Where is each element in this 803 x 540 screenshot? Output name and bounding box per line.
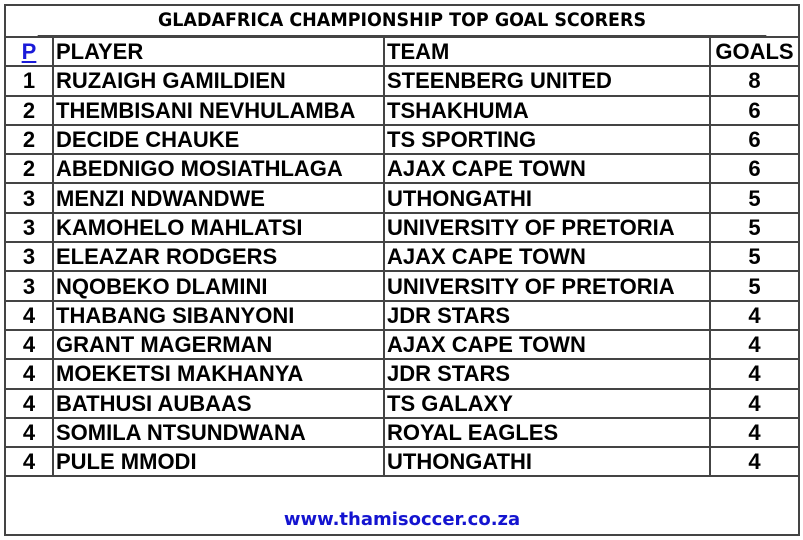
table-row: 1 RUZAIGH GAMILDIEN STEENBERG UNITED 8 bbox=[6, 65, 798, 97]
player-cell: GRANT MAGERMAN bbox=[52, 328, 385, 361]
team-cell: UTHONGATHI bbox=[383, 446, 711, 478]
goals-cell: 6 bbox=[709, 94, 798, 126]
header-row: P PLAYER TEAM GOALS bbox=[6, 35, 798, 68]
goals-cell: 5 bbox=[709, 182, 798, 214]
position-cell: 3 bbox=[6, 270, 54, 302]
header-position[interactable]: P bbox=[6, 35, 54, 68]
player-cell: RUZAIGH GAMILDIEN bbox=[52, 65, 385, 97]
team-cell: AJAX CAPE TOWN bbox=[383, 241, 711, 273]
team-cell: JDR STARS bbox=[383, 299, 711, 331]
table-row: 2 ABEDNIGO MOSIATHLAGA AJAX CAPE TOWN 6 bbox=[6, 153, 798, 185]
position-cell: 2 bbox=[6, 94, 54, 126]
position-cell: 4 bbox=[6, 299, 54, 331]
table-row: 4 GRANT MAGERMAN AJAX CAPE TOWN 4 bbox=[6, 328, 798, 361]
position-cell: 2 bbox=[6, 153, 54, 185]
table-row: 3 NQOBEKO DLAMINI UNIVERSITY OF PRETORIA 5 bbox=[6, 270, 798, 302]
team-cell: UTHONGATHI bbox=[383, 182, 711, 214]
goals-cell: 5 bbox=[709, 270, 798, 302]
goals-cell: 5 bbox=[709, 211, 798, 244]
player-cell: PULE MMODI bbox=[52, 446, 385, 478]
table-row: 4 SOMILA NTSUNDWANA ROYAL EAGLES 4 bbox=[6, 416, 798, 449]
team-cell: TS SPORTING bbox=[383, 123, 711, 156]
team-cell: STEENBERG UNITED bbox=[383, 65, 711, 97]
player-cell: KAMOHELO MAHLATSI bbox=[52, 211, 385, 244]
player-cell: THABANG SIBANYONI bbox=[52, 299, 385, 331]
scorers-table: P PLAYER TEAM GOALS 1 RUZAIGH GAMILDIEN ST… bbox=[6, 35, 798, 478]
position-cell: 4 bbox=[6, 328, 54, 361]
goals-cell: 8 bbox=[709, 65, 798, 97]
team-cell: AJAX CAPE TOWN bbox=[383, 328, 711, 361]
team-cell: AJAX CAPE TOWN bbox=[383, 153, 711, 185]
header-player: PLAYER bbox=[52, 35, 385, 68]
position-cell: 2 bbox=[6, 123, 54, 156]
team-cell: UNIVERSITY OF PRETORIA bbox=[383, 270, 711, 302]
team-cell: UNIVERSITY OF PRETORIA bbox=[383, 211, 711, 244]
table-row: 3 MENZI NDWANDWE UTHONGATHI 5 bbox=[6, 182, 798, 214]
player-cell: MENZI NDWANDWE bbox=[52, 182, 385, 214]
goals-cell: 4 bbox=[709, 416, 798, 449]
goals-cell: 4 bbox=[709, 358, 798, 390]
goals-cell: 4 bbox=[709, 299, 798, 331]
table-row: 4 BATHUSI AUBAAS TS GALAXY 4 bbox=[6, 387, 798, 419]
player-cell: MOEKETSI MAKHANYA bbox=[52, 358, 385, 390]
position-cell: 4 bbox=[6, 358, 54, 390]
player-cell: ELEAZAR RODGERS bbox=[52, 241, 385, 273]
position-cell: 4 bbox=[6, 446, 54, 478]
scorers-table-frame: GLADAFRICA CHAMPIONSHIP TOP GOAL SCORERS… bbox=[4, 4, 800, 536]
table-row: 3 KAMOHELO MAHLATSI UNIVERSITY OF PRETORIA… bbox=[6, 211, 798, 244]
player-cell: NQOBEKO DLAMINI bbox=[52, 270, 385, 302]
team-cell: JDR STARS bbox=[383, 358, 711, 390]
team-cell: TSHAKHUMA bbox=[383, 94, 711, 126]
table-title: GLADAFRICA CHAMPIONSHIP TOP GOAL SCORERS bbox=[37, 6, 767, 37]
goals-cell: 4 bbox=[709, 328, 798, 361]
player-cell: SOMILA NTSUNDWANA bbox=[52, 416, 385, 449]
player-cell: THEMBISANI NEVHULAMBA bbox=[52, 94, 385, 126]
position-cell: 4 bbox=[6, 387, 54, 419]
goals-cell: 6 bbox=[709, 123, 798, 156]
position-cell: 1 bbox=[6, 65, 54, 97]
table-row: 4 MOEKETSI MAKHANYA JDR STARS 4 bbox=[6, 358, 798, 390]
position-cell: 3 bbox=[6, 211, 54, 244]
team-cell: TS GALAXY bbox=[383, 387, 711, 419]
table-row: 4 THABANG SIBANYONI JDR STARS 4 bbox=[6, 299, 798, 331]
position-cell: 4 bbox=[6, 416, 54, 449]
goals-cell: 5 bbox=[709, 241, 798, 273]
table-row: 2 THEMBISANI NEVHULAMBA TSHAKHUMA 6 bbox=[6, 94, 798, 126]
team-cell: ROYAL EAGLES bbox=[383, 416, 711, 449]
player-cell: ABEDNIGO MOSIATHLAGA bbox=[52, 153, 385, 185]
table-row: 4 PULE MMODI UTHONGATHI 4 bbox=[6, 446, 798, 478]
position-sort-link[interactable]: P bbox=[21, 39, 37, 65]
table-row: 3 ELEAZAR RODGERS AJAX CAPE TOWN 5 bbox=[6, 241, 798, 273]
goals-cell: 4 bbox=[709, 387, 798, 419]
position-cell: 3 bbox=[6, 241, 54, 273]
position-cell: 3 bbox=[6, 182, 54, 214]
goals-cell: 4 bbox=[709, 446, 798, 478]
player-cell: DECIDE CHAUKE bbox=[52, 123, 385, 156]
goals-cell: 6 bbox=[709, 153, 798, 185]
website-link[interactable]: www.thamisoccer.co.za bbox=[283, 509, 521, 530]
player-cell: BATHUSI AUBAAS bbox=[52, 387, 385, 419]
header-goals: GOALS bbox=[709, 35, 798, 68]
table-row: 2 DECIDE CHAUKE TS SPORTING 6 bbox=[6, 123, 798, 156]
header-team: TEAM bbox=[383, 35, 711, 68]
